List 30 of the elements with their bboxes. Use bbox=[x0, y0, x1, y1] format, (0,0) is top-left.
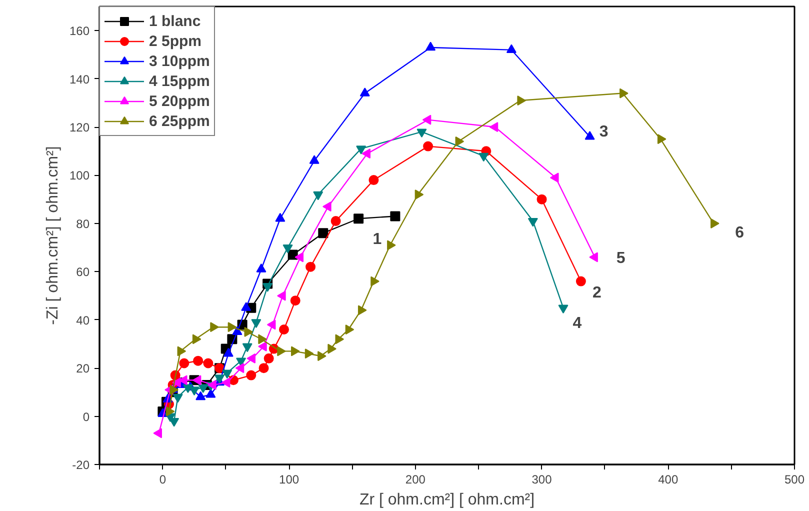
y-tick-label: 80 bbox=[76, 216, 90, 231]
annotation: 3 bbox=[599, 124, 608, 141]
y-tick-label: 100 bbox=[69, 168, 90, 183]
x-tick-label: 500 bbox=[784, 472, 805, 486]
annotation: 2 bbox=[592, 284, 602, 302]
y-tick-label: -20 bbox=[72, 458, 90, 472]
legend-label: 5 20ppm bbox=[149, 92, 210, 111]
x-tick-label: 300 bbox=[532, 472, 552, 486]
annotation: 1 bbox=[372, 231, 382, 248]
y-tick-label: 20 bbox=[76, 362, 90, 376]
legend-label: 6 25ppm bbox=[149, 112, 210, 131]
y-tick-label: 140 bbox=[69, 72, 90, 86]
x-axis-title: Zr [ ohm.cm²] [ ohm.cm²] bbox=[359, 492, 535, 508]
legend-label: 2 5ppm bbox=[149, 32, 202, 51]
legend-label: 4 15ppm bbox=[149, 72, 210, 91]
y-tick-label: 40 bbox=[76, 313, 90, 328]
annotation: 5 bbox=[616, 250, 626, 268]
annotation: 4 bbox=[572, 314, 582, 332]
y-tick-label: 60 bbox=[76, 265, 90, 280]
annotation: 6 bbox=[735, 224, 744, 242]
x-tick-label: 100 bbox=[279, 472, 300, 486]
x-tick-label: 400 bbox=[658, 472, 678, 486]
legend-label: 1 blanc bbox=[149, 12, 201, 31]
y-axis-title: -Zi [ ohm.cm²] [ ohm.cm²] bbox=[44, 146, 62, 325]
x-tick-label: 0 bbox=[159, 472, 166, 486]
legend-label: 3 10ppm bbox=[149, 52, 210, 71]
x-tick-label: 200 bbox=[405, 472, 426, 486]
y-tick-label: 160 bbox=[69, 24, 90, 38]
y-tick-label: 0 bbox=[82, 410, 90, 424]
y-tick-label: 120 bbox=[69, 120, 90, 135]
